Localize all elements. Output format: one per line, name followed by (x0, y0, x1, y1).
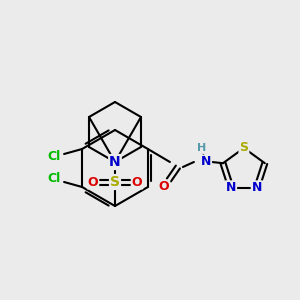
Text: N: N (226, 181, 236, 194)
Text: S: S (239, 142, 248, 154)
Text: S: S (110, 175, 120, 189)
Text: O: O (159, 181, 169, 194)
Text: N: N (201, 155, 211, 169)
Text: Cl: Cl (47, 172, 61, 185)
Text: H: H (197, 143, 206, 153)
Text: N: N (252, 181, 262, 194)
Text: Cl: Cl (47, 151, 61, 164)
Text: N: N (109, 155, 121, 169)
Text: O: O (132, 176, 142, 188)
Text: O: O (88, 176, 98, 188)
